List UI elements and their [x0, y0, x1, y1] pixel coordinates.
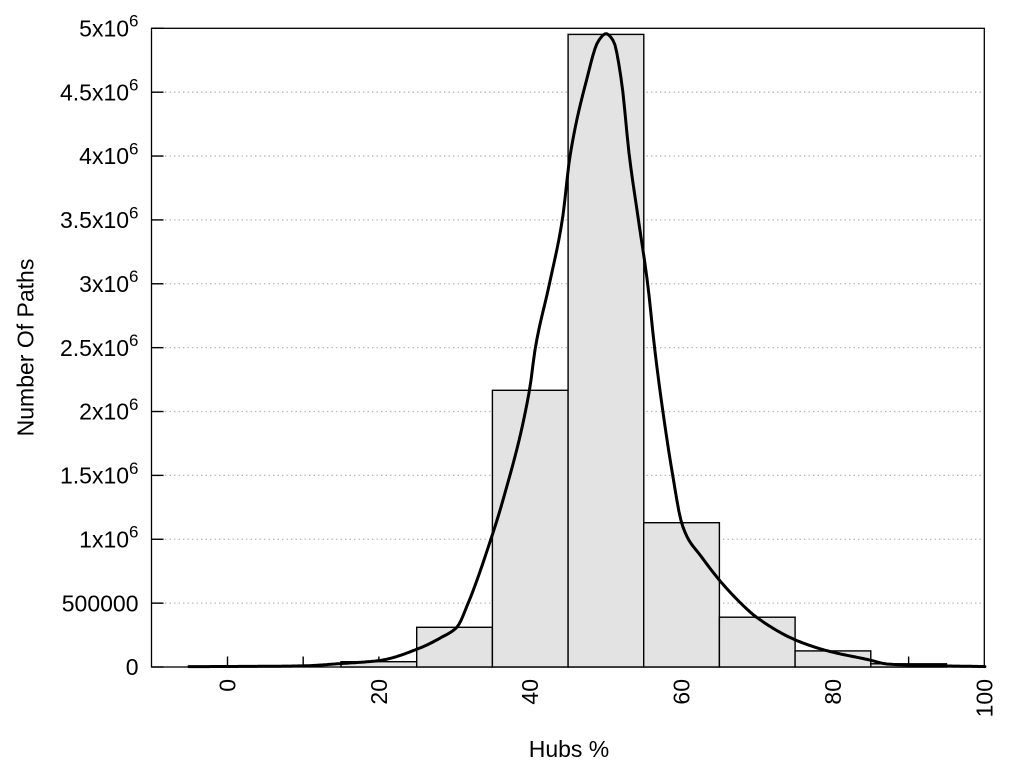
svg-text:Hubs %: Hubs % — [529, 736, 610, 762]
svg-text:2.5x106: 2.5x106 — [60, 331, 139, 361]
svg-text:100: 100 — [971, 679, 997, 717]
svg-text:4x106: 4x106 — [79, 139, 138, 169]
svg-text:60: 60 — [669, 679, 695, 705]
svg-text:40: 40 — [517, 679, 543, 705]
svg-text:5x106: 5x106 — [79, 12, 138, 42]
svg-text:0: 0 — [215, 679, 241, 692]
svg-text:0: 0 — [126, 654, 139, 680]
svg-text:4.5x106: 4.5x106 — [60, 76, 139, 106]
svg-text:1x106: 1x106 — [79, 523, 138, 553]
svg-text:Number Of Paths: Number Of Paths — [13, 259, 39, 437]
svg-text:1.5x106: 1.5x106 — [60, 459, 139, 489]
svg-text:20: 20 — [366, 679, 392, 705]
svg-text:3x106: 3x106 — [79, 267, 138, 297]
svg-text:500000: 500000 — [62, 590, 139, 616]
svg-text:3.5x106: 3.5x106 — [60, 203, 139, 233]
svg-text:2x106: 2x106 — [79, 395, 138, 425]
svg-text:80: 80 — [820, 679, 846, 705]
